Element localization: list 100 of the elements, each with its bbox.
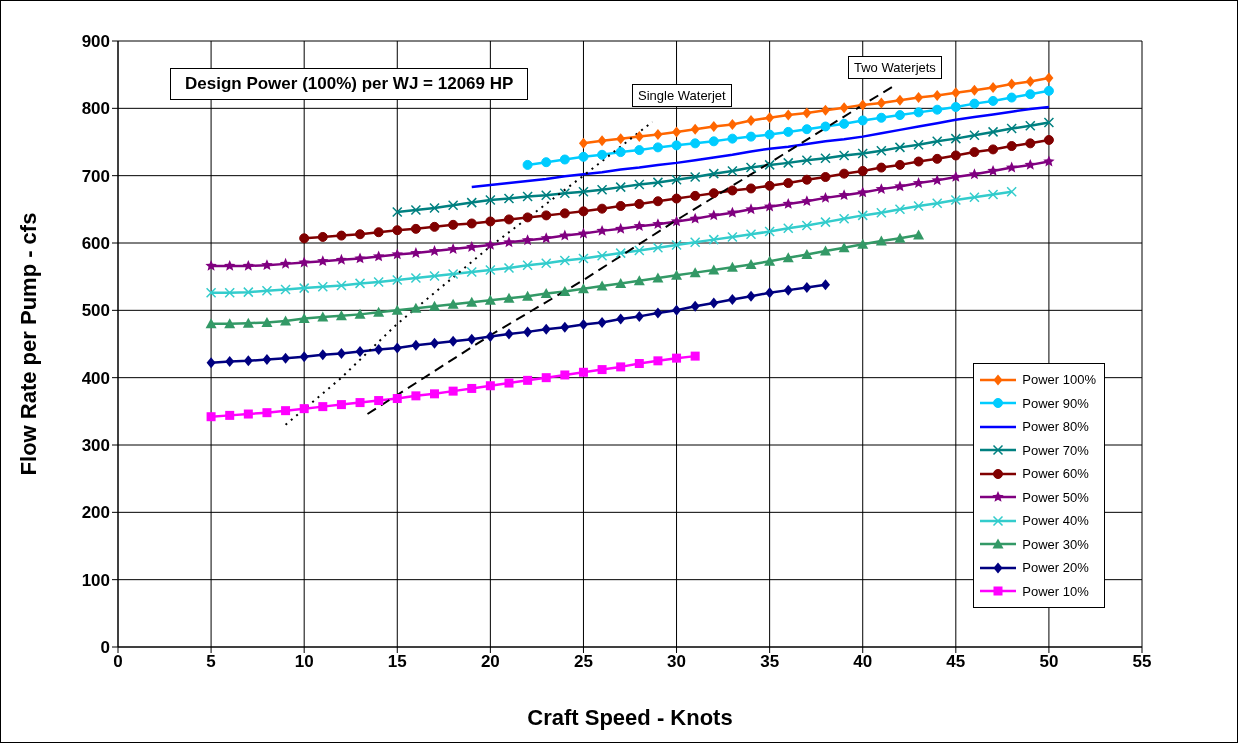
- point: [802, 107, 812, 119]
- point: [652, 242, 664, 253]
- point: [765, 287, 775, 299]
- point: [875, 235, 887, 246]
- point: [801, 124, 812, 135]
- point: [709, 297, 719, 309]
- point: [1043, 117, 1055, 128]
- point: [317, 281, 329, 293]
- point: [1044, 72, 1054, 84]
- point: [988, 95, 999, 106]
- x-tick-label: 35: [760, 652, 780, 672]
- point: [336, 400, 346, 410]
- point: [410, 223, 421, 234]
- point: [708, 209, 720, 221]
- y-tick-label: 500: [81, 301, 110, 321]
- point: [354, 308, 366, 319]
- point: [838, 213, 850, 225]
- point: [541, 210, 552, 221]
- point: [615, 200, 626, 211]
- point: [597, 316, 607, 328]
- point: [838, 242, 850, 253]
- point: [839, 102, 849, 114]
- point: [559, 208, 570, 219]
- point: [820, 104, 830, 116]
- point: [653, 307, 663, 319]
- legend-label: Power 70%: [1022, 442, 1089, 458]
- point: [410, 204, 422, 216]
- point: [708, 136, 719, 147]
- point: [484, 294, 496, 305]
- point: [206, 412, 216, 422]
- point: [690, 123, 700, 135]
- point: [318, 349, 328, 361]
- point: [1043, 134, 1054, 145]
- point: [969, 98, 980, 109]
- point: [671, 140, 682, 151]
- point: [392, 206, 403, 218]
- point: [523, 375, 533, 385]
- point: [242, 259, 255, 271]
- point: [838, 189, 850, 201]
- point: [503, 292, 515, 303]
- y-tick-label: 900: [81, 32, 110, 52]
- point: [410, 247, 422, 258]
- point: [540, 288, 552, 298]
- point: [281, 352, 291, 364]
- point: [243, 286, 254, 298]
- point: [578, 137, 588, 149]
- point: [411, 339, 421, 351]
- x-tick-label: 45: [946, 652, 966, 672]
- point: [652, 272, 664, 283]
- point: [987, 126, 999, 138]
- point: [708, 168, 720, 179]
- x-tick-label: 40: [853, 652, 873, 672]
- point: [820, 216, 831, 228]
- point: [336, 230, 347, 241]
- legend-label: Power 20%: [1022, 560, 1089, 576]
- point: [448, 386, 458, 396]
- point: [504, 378, 514, 388]
- point: [298, 282, 310, 294]
- point: [932, 90, 942, 102]
- point: [913, 229, 925, 240]
- point: [894, 110, 905, 121]
- point: [522, 159, 533, 170]
- point: [876, 97, 886, 109]
- point: [764, 226, 775, 237]
- point: [987, 164, 999, 176]
- point: [281, 406, 291, 416]
- point: [373, 227, 384, 238]
- x-tick-label: 15: [387, 652, 407, 672]
- point: [764, 180, 775, 191]
- point: [894, 142, 906, 153]
- point: [764, 129, 775, 140]
- point: [1024, 158, 1036, 170]
- x-tick-label: 30: [667, 652, 687, 672]
- point: [671, 193, 682, 204]
- point: [633, 275, 645, 286]
- point: [690, 138, 701, 149]
- point: [633, 220, 646, 232]
- point: [355, 229, 366, 240]
- point: [261, 259, 273, 271]
- point: [951, 87, 961, 99]
- point: [672, 126, 682, 138]
- point: [726, 261, 738, 272]
- point: [560, 370, 570, 380]
- point: [876, 162, 887, 173]
- point: [225, 356, 235, 368]
- y-tick-label: 200: [81, 503, 110, 523]
- y-tick-label: 0: [100, 638, 110, 658]
- point: [354, 252, 366, 264]
- point: [839, 118, 850, 129]
- point: [801, 195, 813, 207]
- x-tick-label: 20: [480, 652, 500, 672]
- point: [429, 221, 440, 232]
- point: [485, 381, 495, 391]
- x-tick-label: 5: [206, 652, 216, 672]
- legend-label: Power 90%: [1022, 395, 1089, 411]
- point: [876, 207, 887, 218]
- point: [578, 253, 589, 264]
- point: [968, 168, 981, 180]
- point: [391, 304, 403, 315]
- point: [447, 298, 459, 309]
